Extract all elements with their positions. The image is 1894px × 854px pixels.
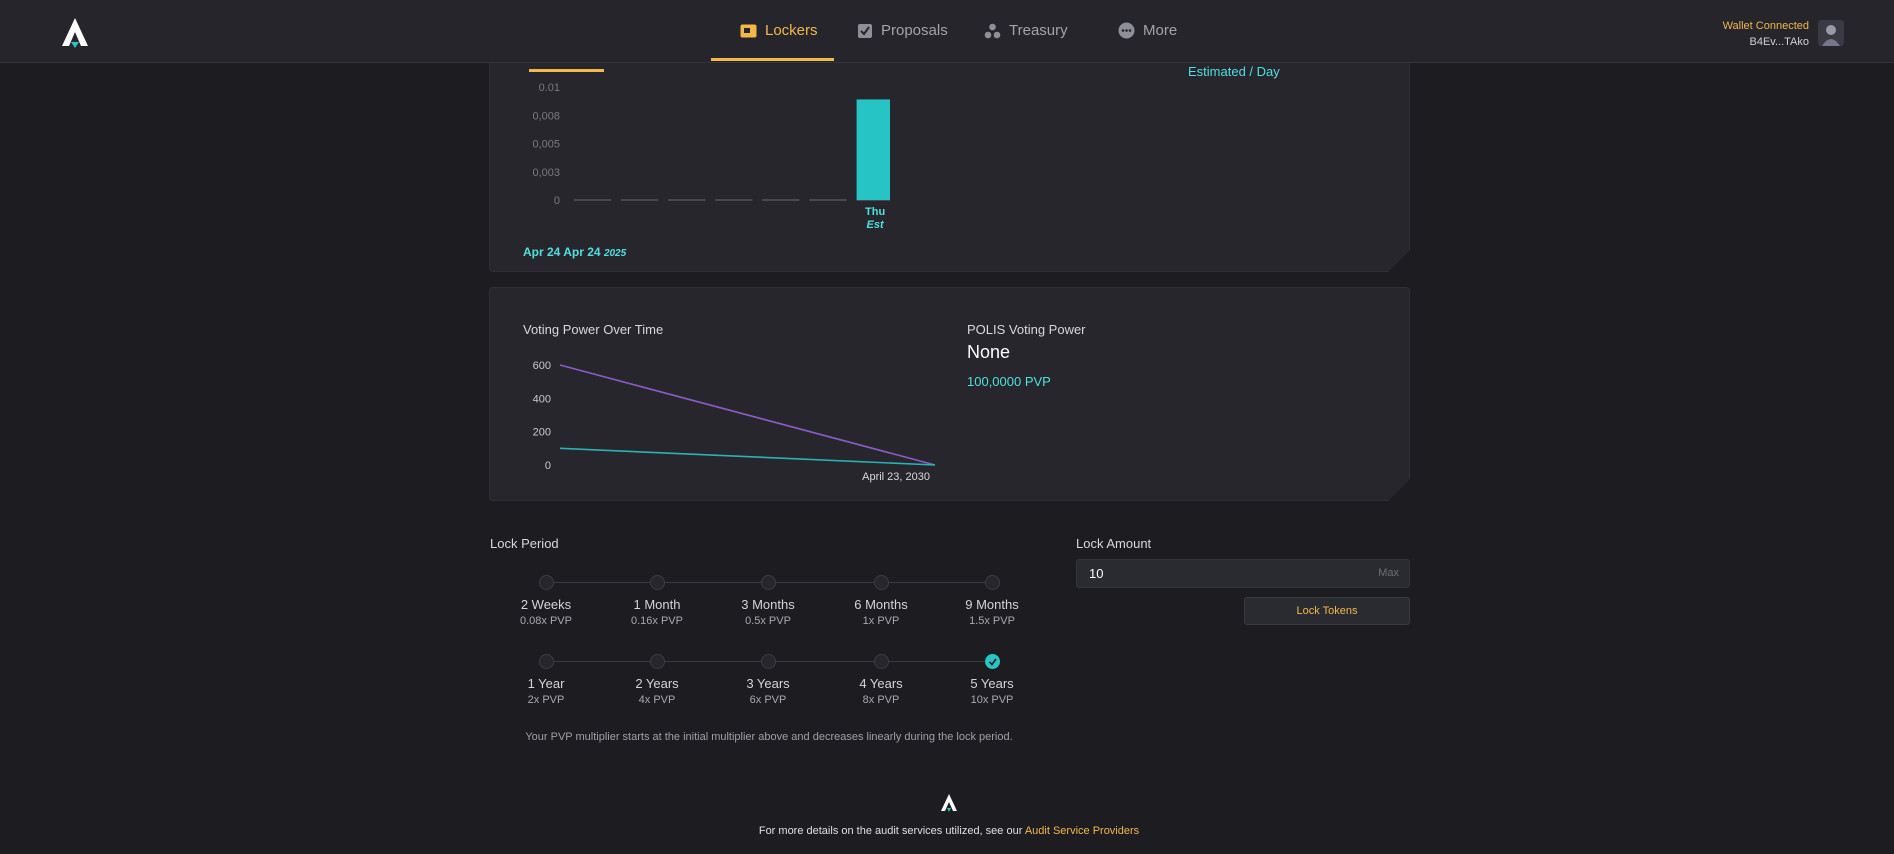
period-option[interactable] — [538, 653, 554, 669]
amount-value: 10 — [1089, 566, 1104, 581]
date-range: Apr 24 Apr 24 — [523, 245, 601, 259]
power-value: None — [967, 342, 1011, 362]
tab-indicator — [529, 69, 604, 72]
chart-title: Voting Power Over Time — [523, 322, 664, 337]
avatar[interactable] — [1818, 20, 1844, 46]
period-option[interactable] — [984, 653, 1000, 669]
option-multiplier: 1.5x PVP — [969, 615, 1015, 627]
footer-text: For more details on the audit services u… — [759, 825, 1139, 837]
top-nav: Lockers Proposals Treasury More Wallet C… — [0, 0, 1894, 63]
option-multiplier: 0.08x PVP — [520, 615, 572, 627]
period-option[interactable] — [538, 574, 554, 590]
wallet-address: B4Ev...TAko — [1749, 36, 1809, 48]
date-range-row: Apr 24 Apr 24 2025 — [523, 245, 626, 259]
pvp-value: 100,0000 PVP — [967, 374, 1051, 389]
x-tick-label: April 23, 2030 — [862, 471, 930, 483]
option-multiplier: 4x PVP — [638, 694, 676, 706]
option-label: 1 Month — [633, 597, 681, 612]
option-multiplier: 8x PVP — [862, 694, 900, 706]
option-multiplier: 2x PVP — [527, 694, 565, 706]
bar — [857, 99, 890, 200]
option-label: 4 Years — [859, 676, 903, 691]
option-multiplier: 0.5x PVP — [745, 615, 791, 627]
y-tick-label: 200 — [533, 427, 551, 439]
y-tick-label: 400 — [533, 393, 551, 405]
option-multiplier: 0.16x PVP — [631, 615, 683, 627]
period-option[interactable] — [873, 653, 889, 669]
lock-button[interactable]: Lock Tokens — [1244, 597, 1410, 625]
period-option[interactable] — [760, 653, 776, 669]
option-label: 1 Year — [527, 676, 565, 691]
estimate-label: Estimated / Day — [1188, 64, 1280, 79]
amount-input[interactable]: 10 Max — [1076, 559, 1410, 588]
y-tick-label: 0,005 — [532, 139, 560, 151]
lock-period-label: Lock Period — [490, 536, 559, 551]
y-tick-label: 0 — [545, 460, 551, 472]
nav-more[interactable]: More — [1118, 22, 1177, 39]
nav-label: Treasury — [1009, 22, 1068, 39]
option-label: 9 Months — [965, 597, 1019, 612]
option-label: 2 Years — [635, 676, 679, 691]
line-series — [560, 448, 935, 465]
option-multiplier: 1x PVP — [862, 615, 900, 627]
power-label: POLIS Voting Power — [967, 322, 1086, 337]
period-option[interactable] — [649, 653, 665, 669]
footer-logo — [941, 794, 957, 812]
option-multiplier: 10x PVP — [970, 694, 1014, 706]
nav-label: Proposals — [881, 22, 948, 39]
y-tick-label: 0.01 — [539, 82, 560, 94]
option-multiplier: 6x PVP — [749, 694, 787, 706]
nav-proposals[interactable]: Proposals — [857, 22, 948, 39]
year: 2025 — [603, 248, 627, 259]
y-tick-label: 600 — [533, 360, 551, 372]
period-option[interactable] — [649, 574, 665, 590]
wallet-status: Wallet Connected — [1722, 20, 1809, 32]
nav-treasury[interactable]: Treasury — [984, 22, 1068, 39]
footer-note: For more details on the audit services u… — [758, 825, 1023, 837]
footer-link[interactable]: Audit Service Providers — [1024, 825, 1140, 837]
y-tick-label: 0,008 — [532, 110, 560, 122]
rewards-panel: WEEK MONTH YEAR Estimated / Day 00,0030,… — [489, 40, 1410, 272]
nav-lockers[interactable]: Lockers — [740, 22, 818, 39]
logo[interactable] — [60, 16, 90, 50]
period-option[interactable] — [873, 574, 889, 590]
y-tick-label: 0,003 — [532, 167, 560, 179]
option-label: 6 Months — [854, 597, 908, 612]
nav-label: Lockers — [765, 22, 818, 39]
max-button[interactable]: Max — [1378, 567, 1399, 579]
option-label: 5 Years — [970, 676, 1014, 691]
lock-note: Your PVP multiplier starts at the initia… — [525, 731, 1013, 743]
x-tick-label: Thu — [865, 206, 885, 218]
period-option[interactable] — [984, 574, 1000, 590]
lock-amount-label: Lock Amount — [1076, 536, 1152, 551]
option-label: 3 Months — [741, 597, 795, 612]
y-tick-label: 0 — [554, 195, 560, 207]
option-label: 3 Years — [746, 676, 790, 691]
option-label: 2 Weeks — [520, 597, 572, 612]
voting-panel: Voting Power Over Time 0 200 400 600 April 2… — [489, 287, 1410, 501]
estimate-tag: Est — [867, 219, 885, 231]
line-chart: 0 200 400 600 April 23, 2030 — [490, 288, 950, 502]
nav-label: More — [1143, 22, 1178, 39]
active-indicator — [711, 58, 834, 61]
line-series — [560, 365, 935, 465]
period-option[interactable] — [760, 574, 776, 590]
